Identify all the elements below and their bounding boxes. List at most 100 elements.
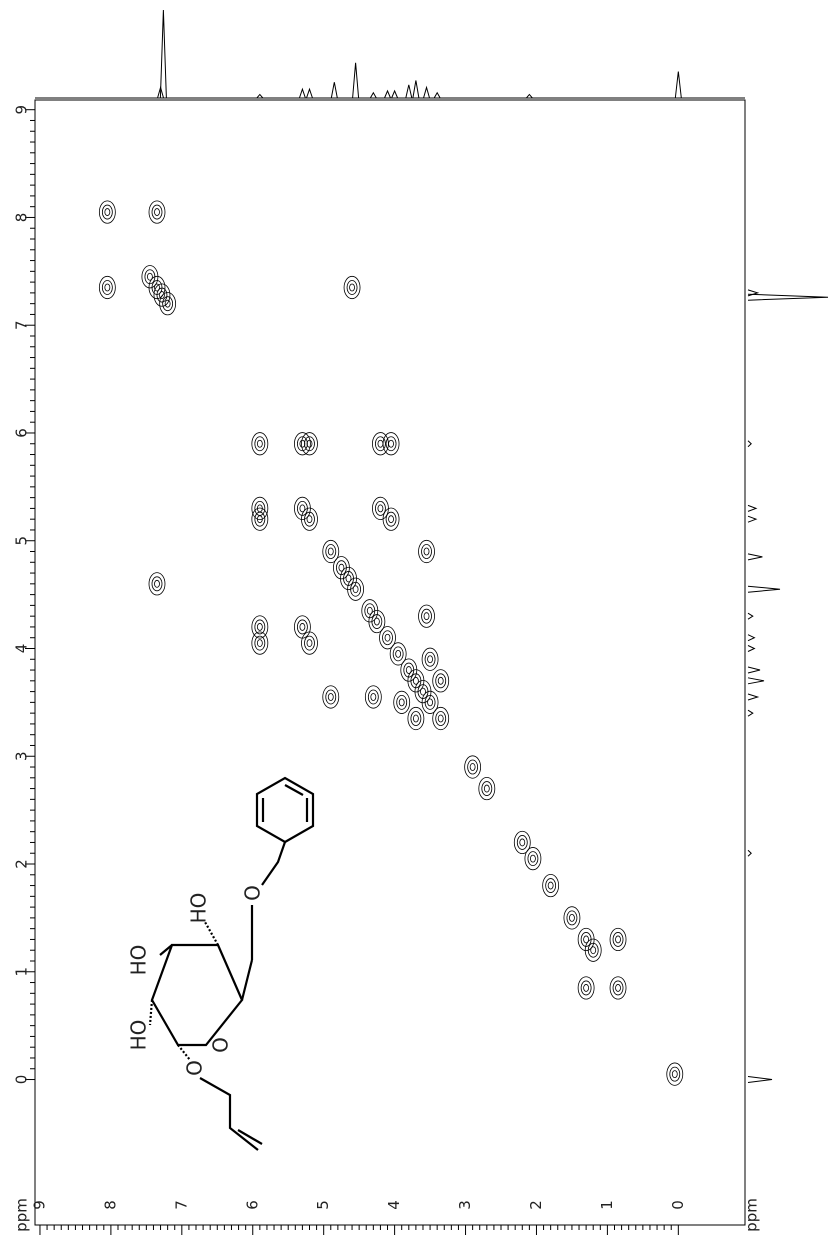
contour-peak <box>297 619 308 635</box>
contour-peak <box>148 200 166 224</box>
contour-peak <box>566 910 578 926</box>
right-peak <box>747 585 781 593</box>
contour-peak <box>527 851 539 867</box>
top-peak <box>405 84 413 99</box>
contour-peak <box>395 649 402 658</box>
contour-peak <box>392 646 404 662</box>
contour-peak <box>162 296 174 312</box>
contour-peak <box>612 980 624 996</box>
contour-peak <box>407 706 425 731</box>
contour-peak <box>98 275 116 300</box>
contour-peak <box>615 935 621 944</box>
y-tick-label: 8 <box>13 213 31 223</box>
contour-peak <box>418 539 435 564</box>
contour-peak <box>349 283 355 292</box>
x-tick-label: 0 <box>669 1200 687 1210</box>
contour-peak <box>104 208 111 216</box>
contour-peak <box>513 830 531 855</box>
x-tick-label: 1 <box>598 1200 616 1210</box>
top-peak <box>330 82 338 99</box>
contour-peak <box>377 439 384 448</box>
contour-peak <box>368 609 386 634</box>
contour-peak <box>343 275 361 300</box>
contour-peak <box>151 204 163 220</box>
contour-peak <box>254 436 266 452</box>
contour-peak <box>366 606 373 615</box>
contour-peak <box>615 984 621 992</box>
contour-peak <box>147 272 153 281</box>
contour-peak <box>435 673 447 689</box>
contour-peak <box>398 698 405 707</box>
y-tick-label: 0 <box>13 1075 31 1085</box>
contour-peak <box>423 547 430 556</box>
x-axis-label: ppm <box>743 1198 761 1232</box>
y-tick-label: 5 <box>13 536 31 546</box>
top-peak <box>525 93 533 99</box>
contour-peak <box>410 711 422 726</box>
contour-peak <box>346 280 358 295</box>
contour-peak <box>385 511 397 527</box>
contour-peak <box>294 615 311 639</box>
right-peak <box>747 553 763 561</box>
contour-peak <box>483 784 490 793</box>
contour-peak <box>524 847 542 871</box>
contour-peak <box>437 676 444 685</box>
contour-peak <box>569 913 575 922</box>
contour-peak <box>609 976 627 1000</box>
right-peak <box>747 293 829 301</box>
contour-peak <box>424 651 436 667</box>
structure-label: HO <box>127 945 151 976</box>
contour-peak <box>393 690 411 714</box>
contour-peak <box>325 544 337 559</box>
top-peak <box>159 9 167 99</box>
x-tick-label: 6 <box>243 1200 261 1210</box>
contour-peak <box>545 878 557 893</box>
contour-peak <box>154 283 160 292</box>
contour-peak <box>251 432 269 456</box>
contour-peak <box>153 283 171 307</box>
plot-frame <box>34 99 746 1226</box>
contour-peak <box>151 576 163 592</box>
contour-peak <box>405 666 412 674</box>
contour-peak <box>256 639 263 648</box>
contour-peak <box>375 501 386 516</box>
right-peak <box>747 515 758 523</box>
contour-peak <box>347 577 364 601</box>
contour-peak <box>306 639 313 648</box>
contour-peak <box>377 504 384 513</box>
right-peak <box>747 645 756 652</box>
y-tick-label: 3 <box>13 751 31 761</box>
contour-peak <box>251 496 269 521</box>
contour-peak <box>301 432 318 456</box>
contour-peak <box>304 511 315 527</box>
contour-peak <box>666 1062 684 1086</box>
right-peak <box>747 693 760 701</box>
structure-label: O <box>209 1037 233 1053</box>
contour-peak <box>101 204 113 220</box>
contour-peak <box>364 685 382 709</box>
right-peak <box>747 440 752 448</box>
bond <box>148 999 154 1026</box>
contour-peak <box>437 714 444 723</box>
contour-peak <box>427 655 433 664</box>
bond <box>261 841 287 886</box>
contour-peak <box>421 608 432 624</box>
contour-peak <box>423 612 430 621</box>
contour-peak <box>583 935 590 944</box>
contour-peak <box>388 439 394 448</box>
top-peak <box>352 62 360 99</box>
contour-peak <box>299 439 306 448</box>
contour-peak <box>101 280 113 295</box>
bond <box>284 784 304 796</box>
contour-peak <box>299 623 306 631</box>
contour-peak <box>299 504 306 513</box>
bond <box>204 921 219 946</box>
contour-peak <box>148 572 166 596</box>
top-peak <box>298 87 306 99</box>
right-peak <box>747 1076 773 1084</box>
contour-peak <box>322 539 340 564</box>
contour-peak <box>371 614 383 629</box>
bond <box>240 959 254 1001</box>
right-peak <box>747 666 761 674</box>
